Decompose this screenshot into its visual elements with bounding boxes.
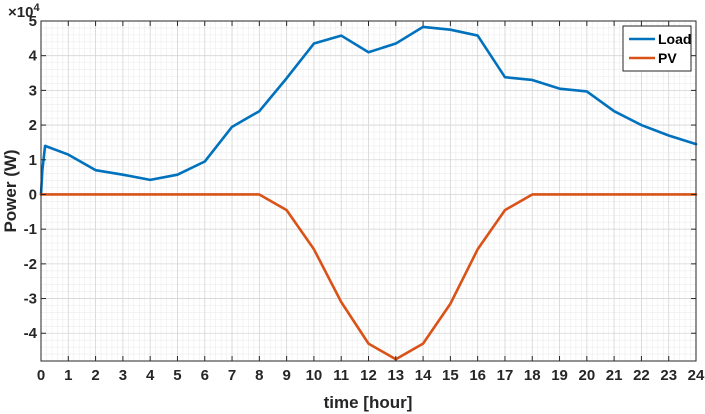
series-line-pv <box>39 193 698 361</box>
x-tick-label: 23 <box>660 367 677 384</box>
y-tick-label: 2 <box>29 117 37 134</box>
y-tick-label: 4 <box>29 48 38 65</box>
x-tick-label: 9 <box>282 367 290 384</box>
y-tick-label: 0 <box>29 186 37 203</box>
x-tick-label: 19 <box>551 367 568 384</box>
y-tick-label: 3 <box>29 82 37 99</box>
y-tick-label: -4 <box>24 325 38 342</box>
x-tick-label: 1 <box>64 367 72 384</box>
x-tick-label: 13 <box>387 367 404 384</box>
y-multiplier-label: ×104 <box>8 2 40 21</box>
x-tick-label: 12 <box>360 367 377 384</box>
y-multiplier-exponent: 4 <box>33 2 40 14</box>
y-multiplier-base: ×10 <box>8 4 33 21</box>
legend-label-pv: PV <box>658 50 677 66</box>
x-tick-label: 5 <box>173 367 181 384</box>
legend: Load PV <box>622 25 692 72</box>
x-tick-label: 22 <box>633 367 650 384</box>
x-tick-label: 3 <box>119 367 127 384</box>
series-line-load <box>39 25 698 196</box>
x-tick-label: 7 <box>228 367 236 384</box>
x-tick-label: 16 <box>469 367 486 384</box>
x-tick-label: 24 <box>688 367 705 384</box>
y-axis-label: Power (W) <box>1 149 20 232</box>
x-tick-label: 4 <box>146 367 155 384</box>
x-tick-label: 2 <box>91 367 99 384</box>
x-tick-label: 17 <box>497 367 514 384</box>
y-axis-ticks: -4 -3 -2 -1 0 1 2 3 4 5 <box>24 13 696 342</box>
x-tick-label: 10 <box>306 367 323 384</box>
x-tick-label: 8 <box>255 367 263 384</box>
x-tick-label: 18 <box>524 367 541 384</box>
x-tick-label: 20 <box>578 367 595 384</box>
y-tick-label: -3 <box>24 291 37 308</box>
x-tick-label: 21 <box>606 367 623 384</box>
series-layer <box>39 25 698 361</box>
y-tick-label: -1 <box>24 221 37 238</box>
y-tick-label: 5 <box>29 13 37 30</box>
x-tick-label: 14 <box>415 367 432 384</box>
legend-label-load: Load <box>658 31 691 47</box>
x-axis-label: time [hour] <box>324 393 413 412</box>
major-grid <box>40 20 697 361</box>
x-axis-ticks: 0 1 2 3 4 5 6 7 8 9 10 11 12 13 14 15 16 17 18 19 20 21 22 23 24 <box>37 21 705 384</box>
x-tick-label: 0 <box>37 367 45 384</box>
legend-box <box>622 25 692 72</box>
x-tick-label: 11 <box>333 367 349 384</box>
y-tick-label: 1 <box>29 152 37 169</box>
y-tick-label: -2 <box>24 256 37 273</box>
x-tick-label: 15 <box>442 367 459 384</box>
x-tick-label: 6 <box>201 367 209 384</box>
